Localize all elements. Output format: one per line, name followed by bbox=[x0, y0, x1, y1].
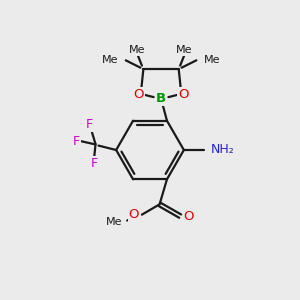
Text: Me: Me bbox=[129, 45, 146, 55]
Text: O: O bbox=[184, 210, 194, 223]
Text: Me: Me bbox=[176, 45, 193, 55]
Text: O: O bbox=[178, 88, 188, 101]
Text: NH₂: NH₂ bbox=[210, 143, 234, 157]
Text: B: B bbox=[156, 92, 166, 105]
Text: Me: Me bbox=[204, 55, 220, 65]
Text: Me: Me bbox=[102, 55, 118, 65]
Text: O: O bbox=[134, 88, 144, 101]
Text: O: O bbox=[128, 208, 139, 221]
Text: F: F bbox=[86, 118, 93, 131]
Text: Me: Me bbox=[106, 217, 123, 227]
Text: F: F bbox=[73, 135, 80, 148]
Text: F: F bbox=[91, 157, 98, 170]
